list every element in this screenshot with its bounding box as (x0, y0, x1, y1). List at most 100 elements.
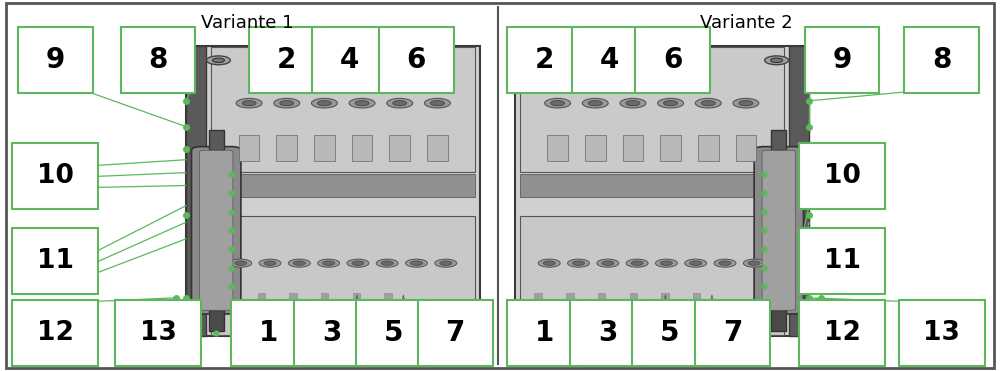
Text: 7: 7 (723, 319, 742, 347)
FancyBboxPatch shape (660, 135, 681, 161)
Circle shape (440, 261, 452, 265)
Text: 9: 9 (46, 46, 65, 74)
FancyBboxPatch shape (566, 293, 574, 300)
Circle shape (719, 261, 731, 265)
Circle shape (626, 101, 640, 106)
FancyBboxPatch shape (258, 293, 265, 300)
Text: 3: 3 (322, 319, 341, 347)
FancyBboxPatch shape (427, 135, 448, 161)
Circle shape (588, 101, 602, 106)
Text: 13: 13 (140, 320, 176, 346)
Circle shape (631, 261, 643, 265)
FancyBboxPatch shape (899, 300, 985, 366)
FancyBboxPatch shape (799, 300, 885, 366)
Circle shape (543, 261, 555, 265)
FancyBboxPatch shape (226, 293, 233, 300)
FancyBboxPatch shape (799, 143, 885, 210)
FancyBboxPatch shape (389, 135, 410, 161)
Circle shape (701, 101, 715, 106)
Text: Variante 1: Variante 1 (201, 14, 294, 32)
Circle shape (259, 259, 281, 267)
Circle shape (664, 101, 678, 106)
FancyBboxPatch shape (534, 293, 542, 300)
Text: 9: 9 (832, 46, 852, 74)
Circle shape (355, 101, 369, 106)
FancyBboxPatch shape (507, 27, 582, 93)
Circle shape (212, 58, 224, 63)
FancyBboxPatch shape (209, 310, 224, 331)
FancyBboxPatch shape (771, 130, 786, 150)
Circle shape (349, 98, 375, 108)
Text: 4: 4 (340, 46, 359, 74)
FancyBboxPatch shape (211, 216, 475, 335)
Polygon shape (351, 295, 363, 322)
FancyBboxPatch shape (209, 130, 224, 150)
FancyBboxPatch shape (312, 27, 387, 93)
Circle shape (538, 259, 560, 267)
FancyBboxPatch shape (771, 310, 786, 331)
FancyBboxPatch shape (661, 293, 669, 300)
Circle shape (655, 259, 677, 267)
Text: 6: 6 (663, 46, 682, 74)
Circle shape (430, 101, 444, 106)
Circle shape (230, 259, 252, 267)
Circle shape (381, 261, 393, 265)
Text: 12: 12 (824, 320, 860, 346)
Text: 11: 11 (37, 248, 74, 274)
Circle shape (695, 98, 721, 108)
FancyBboxPatch shape (314, 135, 335, 161)
FancyBboxPatch shape (352, 135, 372, 161)
Circle shape (620, 98, 646, 108)
FancyBboxPatch shape (231, 300, 306, 366)
FancyBboxPatch shape (904, 27, 979, 93)
Circle shape (236, 98, 262, 108)
Circle shape (739, 101, 753, 106)
FancyBboxPatch shape (754, 147, 804, 314)
Circle shape (771, 58, 783, 63)
Circle shape (318, 259, 340, 267)
FancyBboxPatch shape (635, 27, 710, 93)
FancyBboxPatch shape (698, 135, 719, 161)
Text: 3: 3 (598, 319, 617, 347)
FancyBboxPatch shape (249, 27, 324, 93)
Text: 13: 13 (923, 320, 960, 346)
FancyBboxPatch shape (805, 27, 879, 93)
Text: 11: 11 (824, 248, 861, 274)
Circle shape (235, 261, 247, 265)
FancyBboxPatch shape (289, 293, 297, 300)
Circle shape (743, 259, 765, 267)
Circle shape (658, 98, 684, 108)
Polygon shape (660, 295, 671, 322)
Text: 2: 2 (535, 46, 555, 74)
Circle shape (545, 98, 571, 108)
FancyBboxPatch shape (632, 300, 707, 366)
FancyBboxPatch shape (353, 293, 360, 300)
FancyBboxPatch shape (384, 293, 392, 300)
Text: 10: 10 (824, 163, 860, 189)
Circle shape (274, 98, 300, 108)
FancyBboxPatch shape (121, 27, 195, 93)
FancyBboxPatch shape (211, 174, 475, 197)
Circle shape (264, 261, 276, 265)
FancyBboxPatch shape (379, 27, 454, 93)
FancyBboxPatch shape (762, 150, 796, 310)
Circle shape (626, 259, 648, 267)
Text: 1: 1 (259, 319, 278, 347)
Text: 7: 7 (445, 319, 465, 347)
Text: 4: 4 (600, 46, 619, 74)
Circle shape (685, 259, 707, 267)
FancyBboxPatch shape (418, 300, 493, 366)
FancyBboxPatch shape (18, 27, 93, 93)
FancyBboxPatch shape (276, 135, 297, 161)
Circle shape (288, 259, 310, 267)
Circle shape (376, 259, 398, 267)
Circle shape (242, 101, 256, 106)
FancyBboxPatch shape (630, 293, 637, 300)
Circle shape (597, 259, 619, 267)
Circle shape (323, 261, 335, 265)
Circle shape (206, 56, 230, 65)
FancyBboxPatch shape (693, 293, 700, 300)
Circle shape (387, 98, 413, 108)
FancyBboxPatch shape (239, 135, 259, 161)
FancyBboxPatch shape (186, 46, 480, 336)
